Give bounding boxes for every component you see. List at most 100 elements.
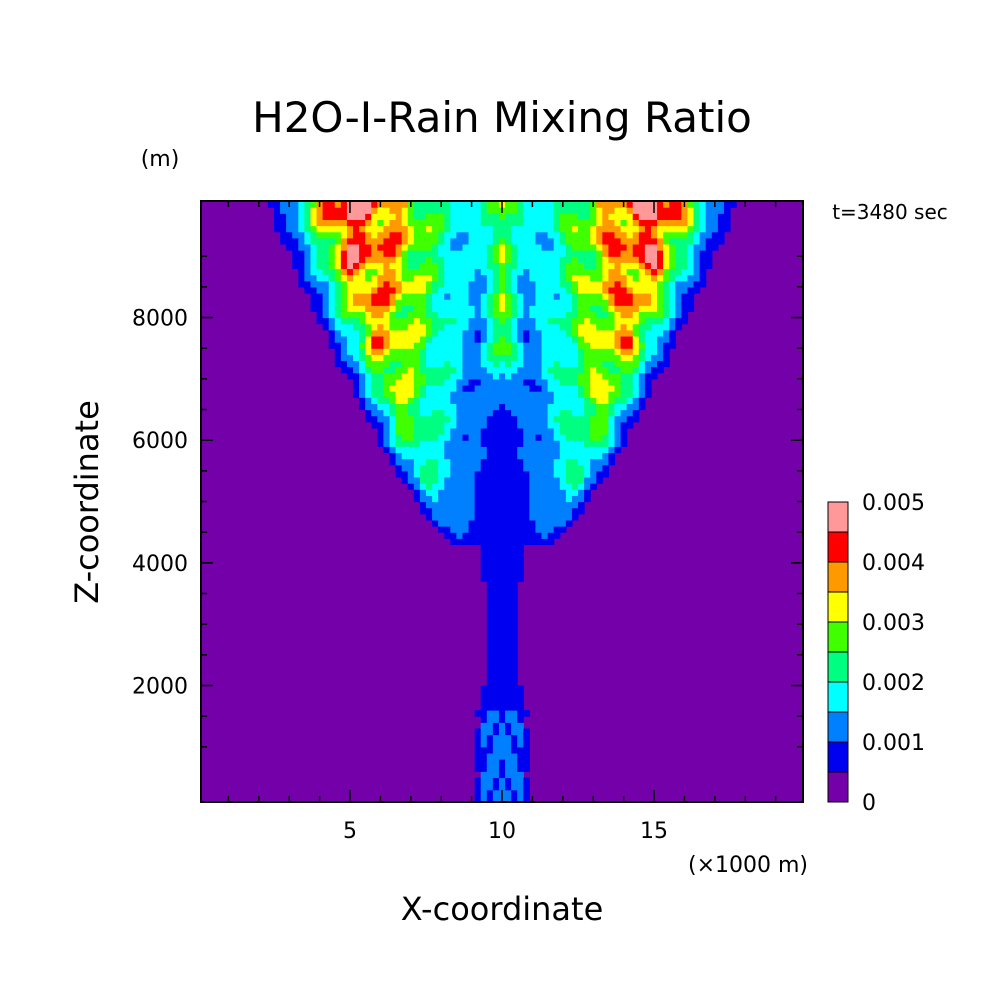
field-cell <box>578 311 585 319</box>
field-cell <box>511 305 518 312</box>
field-cell <box>565 397 573 404</box>
field-cell <box>468 311 476 319</box>
field-cell <box>486 250 494 257</box>
field-cell <box>365 201 372 208</box>
field-cell <box>590 372 597 380</box>
field-cell <box>547 225 555 233</box>
field-cell <box>620 311 628 319</box>
field-cell <box>632 415 640 423</box>
field-cell <box>304 243 312 251</box>
field-cell <box>669 280 676 288</box>
field-cell <box>596 243 603 251</box>
field-cell <box>365 366 372 374</box>
field-cell <box>590 262 597 270</box>
field-cell <box>432 305 439 312</box>
field-cell <box>578 489 585 496</box>
field-cell <box>517 280 524 288</box>
field-cell <box>578 243 585 251</box>
field-cell <box>669 201 676 208</box>
field-cell <box>632 342 640 349</box>
field-cell <box>492 654 500 662</box>
field-cell <box>480 685 488 693</box>
field-cell <box>480 771 488 779</box>
field-cell <box>407 440 415 447</box>
field-cell <box>511 789 518 797</box>
field-cell <box>383 299 391 306</box>
field-cell <box>565 489 573 496</box>
field-cell <box>535 354 543 362</box>
field-cell <box>340 237 348 245</box>
field-cell <box>401 243 409 251</box>
field-cell <box>432 446 439 454</box>
field-cell <box>438 225 445 233</box>
field-cell <box>401 256 409 263</box>
field-cell <box>559 470 567 478</box>
field-cell <box>425 446 433 454</box>
field-cell <box>492 409 500 417</box>
field-cell <box>419 201 427 208</box>
field-cell <box>395 323 403 331</box>
field-cell <box>614 329 622 337</box>
field-cell <box>699 262 707 270</box>
field-cell <box>620 286 628 294</box>
field-cell <box>432 384 439 392</box>
field-cell <box>675 299 682 306</box>
field-cell <box>486 703 494 711</box>
field-cell <box>492 667 500 674</box>
field-cell <box>486 795 494 803</box>
field-cell <box>486 489 494 496</box>
field-cell <box>304 213 312 220</box>
field-cell <box>547 538 555 546</box>
field-cell <box>292 201 299 208</box>
field-cell <box>419 311 427 319</box>
field-cell <box>407 250 415 257</box>
field-cell <box>559 409 567 417</box>
field-cell <box>571 219 579 227</box>
field-cell <box>462 513 470 521</box>
field-cell <box>565 440 573 447</box>
field-cell <box>383 391 391 398</box>
field-cell <box>474 783 482 791</box>
field-cell <box>517 691 524 699</box>
field-cell <box>438 243 445 251</box>
field-cell <box>584 323 591 331</box>
field-cell <box>346 262 354 270</box>
field-cell <box>480 458 488 466</box>
field-cell <box>492 544 500 552</box>
field-cell <box>425 403 433 411</box>
field-cell <box>377 231 385 239</box>
field-cell <box>565 495 573 503</box>
field-cell <box>438 458 445 466</box>
field-cell <box>401 397 409 404</box>
field-cell <box>505 268 512 276</box>
field-cell <box>523 231 530 239</box>
field-cell <box>480 513 488 521</box>
field-cell <box>432 311 439 319</box>
field-cell <box>632 305 640 312</box>
field-cell <box>523 286 530 294</box>
field-cell <box>620 360 628 368</box>
field-cell <box>456 274 464 282</box>
field-cell <box>529 256 537 263</box>
field-cell <box>432 274 439 282</box>
field-cell <box>541 538 549 546</box>
field-cell <box>669 342 676 349</box>
field-cell <box>462 409 470 417</box>
field-cell <box>517 495 524 503</box>
field-cell <box>389 231 397 239</box>
field-cell <box>596 280 603 288</box>
field-cell <box>419 342 427 349</box>
field-cell <box>517 323 524 331</box>
field-cell <box>492 618 500 625</box>
field-cell <box>480 268 488 276</box>
field-cell <box>602 317 610 325</box>
colorbar-swatch <box>827 711 849 743</box>
field-cell <box>340 225 348 233</box>
field-cell <box>468 519 476 527</box>
field-cell <box>529 299 537 306</box>
field-cell <box>517 366 524 374</box>
field-cell <box>675 317 682 325</box>
field-cell <box>608 384 616 392</box>
field-cell <box>565 280 573 288</box>
field-cell <box>444 372 451 380</box>
